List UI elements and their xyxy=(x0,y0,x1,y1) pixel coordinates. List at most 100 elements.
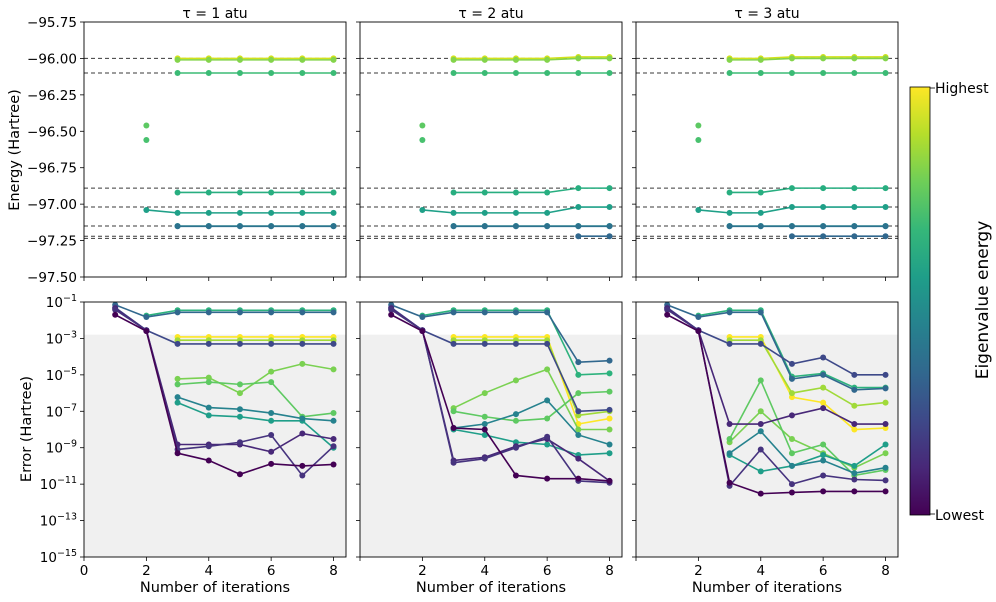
energy-point xyxy=(820,223,827,230)
error-point xyxy=(820,354,827,361)
energy-point xyxy=(330,223,337,230)
error-point xyxy=(268,417,275,424)
error-point xyxy=(788,489,795,496)
tick-base: 10 xyxy=(40,477,57,493)
energy-point xyxy=(695,206,702,213)
error-point xyxy=(757,446,764,453)
error-point xyxy=(205,374,212,381)
error-point xyxy=(174,340,181,347)
error-point xyxy=(143,314,150,321)
energy-point xyxy=(481,209,488,216)
x-tick-label: 8 xyxy=(881,563,890,579)
error-point xyxy=(205,443,212,450)
tick-base: 10 xyxy=(46,404,63,420)
error-point xyxy=(820,405,827,412)
error-point xyxy=(882,371,889,378)
energy-point xyxy=(450,209,457,216)
energy-point xyxy=(174,223,181,230)
x-tick-label: 2 xyxy=(418,563,427,579)
error-panel-frame xyxy=(83,301,347,558)
x-tick-label: 4 xyxy=(756,563,765,579)
error-point xyxy=(882,450,889,457)
error-point xyxy=(512,472,519,479)
error-series-line xyxy=(729,430,886,475)
error-point xyxy=(757,377,764,384)
error-point xyxy=(236,381,243,388)
energy-point xyxy=(205,70,212,76)
energy-point xyxy=(788,223,795,230)
error-point xyxy=(174,450,181,457)
energy-point xyxy=(481,223,488,230)
error-point xyxy=(606,441,613,448)
error-point xyxy=(606,357,613,364)
energy-point xyxy=(575,223,582,230)
error-point xyxy=(788,390,795,397)
error-series-line xyxy=(453,339,610,417)
error-point xyxy=(575,359,582,366)
energy-series-line xyxy=(729,187,886,194)
accuracy-shaded-region xyxy=(360,334,622,557)
energy-point xyxy=(851,223,858,230)
error-series-line xyxy=(114,306,334,345)
error-point xyxy=(664,311,671,318)
error-point xyxy=(512,411,519,418)
energy-series-line xyxy=(453,56,610,60)
error-point xyxy=(757,421,764,428)
error-point xyxy=(757,490,764,497)
error-y-tick-label: 10−7 xyxy=(46,402,77,420)
energy-point xyxy=(882,204,889,211)
panel-title-tau-1: τ = 1 atu xyxy=(182,6,247,22)
error-series-line xyxy=(114,314,334,476)
energy-point xyxy=(606,185,613,192)
energy-point xyxy=(205,209,212,216)
error-y-tick-label: 10−13 xyxy=(40,512,77,530)
error-y-tick-label: 10−1 xyxy=(46,293,77,311)
energy-point xyxy=(299,223,306,230)
error-point xyxy=(664,306,671,313)
error-point xyxy=(606,406,613,413)
error-point xyxy=(299,309,306,316)
error-point xyxy=(882,488,889,495)
error-panel-frame xyxy=(359,301,623,558)
error-point xyxy=(544,366,551,373)
error-point xyxy=(143,328,150,335)
error-point xyxy=(606,415,613,422)
tick-base: 10 xyxy=(40,550,57,566)
error-point xyxy=(112,311,119,318)
error-point xyxy=(882,385,889,392)
tick-exponent: −15 xyxy=(57,548,77,559)
error-point xyxy=(851,462,858,469)
energy-initial-point xyxy=(419,122,426,129)
error-point xyxy=(575,475,582,482)
x-tick-label: 2 xyxy=(142,563,151,579)
energy-point xyxy=(450,189,457,196)
error-series-line xyxy=(390,306,610,413)
energy-point xyxy=(851,204,858,211)
energy-point xyxy=(236,223,243,230)
energy-point xyxy=(882,223,889,230)
energy-y-tick-label: −95.75 xyxy=(27,15,77,31)
energy-point xyxy=(481,189,488,196)
energy-point xyxy=(330,56,337,63)
error-point xyxy=(788,450,795,457)
energy-point xyxy=(882,55,889,62)
energy-point xyxy=(726,209,733,216)
energy-point xyxy=(820,55,827,62)
error-point xyxy=(450,408,457,415)
energy-initial-point xyxy=(143,137,150,144)
energy-point xyxy=(419,206,426,213)
error-point xyxy=(330,410,337,417)
error-series-line xyxy=(177,396,334,422)
error-point xyxy=(388,311,395,318)
energy-point xyxy=(268,70,275,76)
accuracy-shaded-region xyxy=(636,334,898,557)
error-point xyxy=(606,426,613,433)
energy-point xyxy=(820,204,827,211)
x-tick-label: 2 xyxy=(694,563,703,579)
energy-point xyxy=(820,233,827,240)
error-point xyxy=(882,477,889,484)
tick-exponent: −3 xyxy=(63,329,77,340)
energy-point xyxy=(450,223,457,230)
energy-point xyxy=(512,56,519,63)
error-series-line xyxy=(729,443,886,473)
